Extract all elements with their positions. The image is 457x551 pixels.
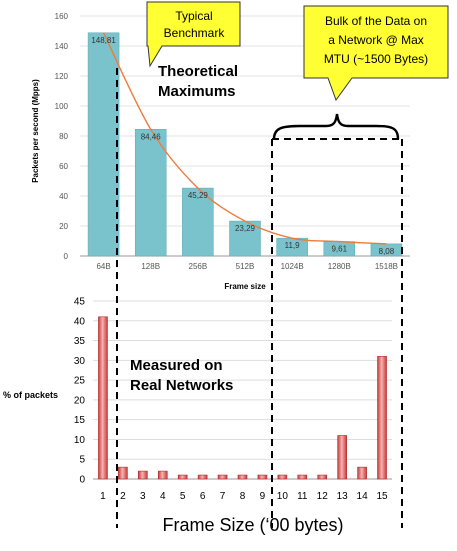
top-x-tick-label: 256B xyxy=(189,262,208,271)
bottom-bars xyxy=(98,316,387,480)
bottom-x-tick-label: 4 xyxy=(160,491,166,502)
top-x-tick-label: 1518B xyxy=(375,262,398,271)
bottom-x-tick-label: 14 xyxy=(357,491,369,502)
bottom-y-axis-label: % of packets xyxy=(3,390,58,400)
bottom-y-tick-label: 5 xyxy=(79,455,85,466)
bottom-bar xyxy=(277,474,288,480)
typical-callout-line-2: Benchmark xyxy=(164,26,226,40)
top-x-axis-label: Frame size xyxy=(224,282,266,291)
bottom-bar xyxy=(377,356,387,480)
bottom-bar xyxy=(357,466,367,480)
bottom-x-tick-label: 12 xyxy=(317,491,329,502)
bottom-x-tick-label: 2 xyxy=(120,491,126,502)
bottom-x-tick-label: 10 xyxy=(277,491,289,502)
theoretical-label-line-2: Maximums xyxy=(158,83,236,100)
bottom-y-ticks: 0 5 10 15 20 25 30 35 40 45 xyxy=(74,297,86,486)
bottom-x-tick-label: 11 xyxy=(297,491,308,502)
dashed-dividers xyxy=(116,68,403,528)
top-y-tick-label: 120 xyxy=(55,72,69,81)
bulk-callout-line-2: a Network @ Max xyxy=(328,33,424,47)
typical-benchmark-callout: Typical Benchmark xyxy=(146,1,241,68)
top-y-tick-label: 160 xyxy=(55,12,69,21)
bottom-x-tick-label: 7 xyxy=(220,491,226,502)
top-data-label: 45,29 xyxy=(188,191,209,200)
top-x-tick-label: 512B xyxy=(236,262,255,271)
top-bar xyxy=(134,129,167,257)
bottom-x-tick-label: 5 xyxy=(180,491,186,502)
bottom-bar xyxy=(197,474,208,480)
bottom-x-tick-label: 3 xyxy=(140,491,146,502)
top-y-ticks: 0 20 40 60 80 100 120 140 160 xyxy=(55,12,69,261)
theoretical-label-line-1: Theoretical xyxy=(158,63,238,80)
top-y-tick-label: 40 xyxy=(59,192,68,201)
bottom-bar xyxy=(177,474,188,480)
bottom-y-tick-label: 0 xyxy=(79,475,85,486)
bottom-y-tick-label: 10 xyxy=(74,435,86,446)
measured-label-line-2: Real Networks xyxy=(130,377,233,394)
top-x-tick-label: 64B xyxy=(96,262,110,271)
bottom-bar xyxy=(138,470,148,480)
bottom-bar xyxy=(157,470,168,480)
top-x-tick-label: 1024B xyxy=(281,262,304,271)
bottom-x-ticks: 1 2 3 4 5 6 7 8 9 10 11 12 13 14 15 xyxy=(100,491,388,502)
top-x-tick-label: 1280B xyxy=(328,262,351,271)
bottom-x-tick-label: 1 xyxy=(100,491,106,502)
bottom-bar xyxy=(337,435,347,480)
bottom-bar xyxy=(118,466,128,480)
top-x-ticks: 64B 128B 256B 512B 1024B 1280B 1518B xyxy=(96,262,398,271)
bulk-callout-line-1: Bulk of the Data on xyxy=(325,14,427,28)
bottom-x-tick-label: 9 xyxy=(260,491,266,502)
bottom-x-tick-label: 8 xyxy=(240,491,246,502)
bulk-callout-line-3: MTU (~1500 Bytes) xyxy=(324,52,428,66)
typical-callout-box xyxy=(146,1,241,68)
top-y-tick-label: 100 xyxy=(55,102,69,111)
top-bar xyxy=(182,187,214,257)
bottom-y-tick-label: 15 xyxy=(74,415,86,426)
trend-line xyxy=(102,32,387,245)
top-data-label: 23,29 xyxy=(235,224,256,233)
bulk-callout-box xyxy=(303,5,449,102)
theoretical-chart: 0 20 40 60 80 100 120 140 160 148,81 84,46 45,29 23… xyxy=(31,1,449,291)
top-y-tick-label: 20 xyxy=(59,222,68,231)
bottom-x-axis-label: Frame Size (‘00 bytes) xyxy=(162,515,343,535)
bottom-bar xyxy=(297,474,308,480)
top-bars xyxy=(87,32,403,257)
bottom-y-tick-label: 35 xyxy=(74,336,86,347)
bottom-x-tick-label: 6 xyxy=(200,491,206,502)
top-data-label: 148,81 xyxy=(91,36,116,45)
bottom-y-tick-label: 30 xyxy=(74,356,86,367)
bottom-y-tick-label: 45 xyxy=(74,297,86,308)
top-y-axis-label: Packets per second (Mpps) xyxy=(31,79,40,183)
bottom-bar xyxy=(217,474,228,480)
bulk-brace xyxy=(272,113,400,140)
bottom-x-tick-label: 15 xyxy=(376,491,388,502)
top-data-label: 9,61 xyxy=(331,245,347,254)
bottom-bar xyxy=(257,474,268,480)
top-y-tick-label: 140 xyxy=(55,42,69,51)
bottom-y-tick-label: 25 xyxy=(74,376,86,387)
top-y-tick-label: 60 xyxy=(59,162,68,171)
bottom-bar xyxy=(237,474,248,480)
typical-callout-line-1: Typical xyxy=(175,9,212,23)
bottom-y-tick-label: 20 xyxy=(74,395,86,406)
top-data-label: 11,9 xyxy=(285,241,301,250)
top-bar xyxy=(87,32,120,257)
bulk-data-callout: Bulk of the Data on a Network @ Max MTU … xyxy=(303,5,449,102)
top-data-label: 84,46 xyxy=(141,132,162,141)
bottom-x-tick-label: 13 xyxy=(337,491,349,502)
top-x-tick-label: 128B xyxy=(141,262,160,271)
bottom-y-tick-label: 40 xyxy=(74,316,86,327)
bottom-bar xyxy=(98,316,108,480)
top-y-tick-label: 0 xyxy=(64,252,69,261)
top-data-labels: 148,81 84,46 45,29 23,29 11,9 9,61 8,08 xyxy=(91,36,394,256)
top-data-label: 8,08 xyxy=(379,247,395,256)
top-y-tick-label: 80 xyxy=(59,132,68,141)
bottom-bar xyxy=(317,474,328,480)
measured-label-line-1: Measured on xyxy=(130,357,223,374)
